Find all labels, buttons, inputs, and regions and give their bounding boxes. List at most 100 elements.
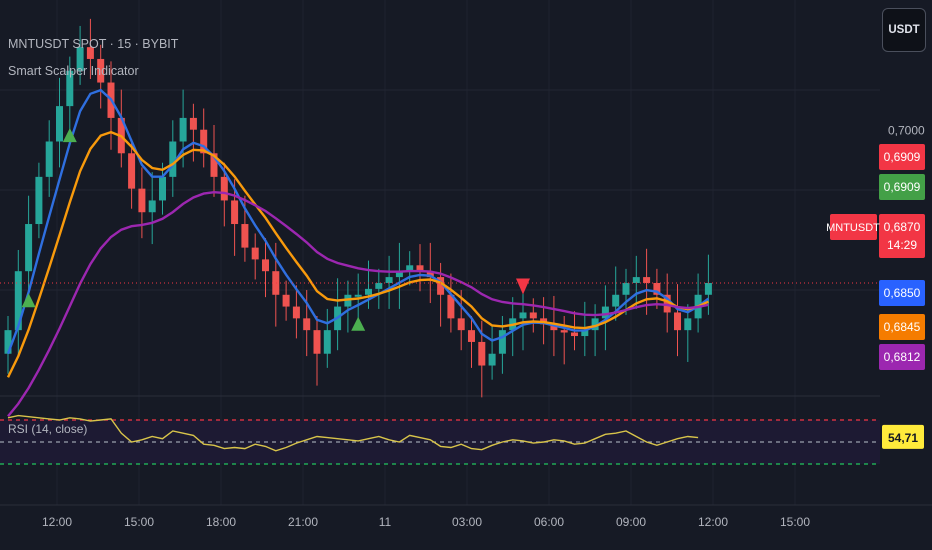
candle-body (653, 282, 661, 295)
candle-body (344, 294, 352, 307)
currency-button[interactable]: USDT (882, 8, 926, 52)
candle-body (519, 312, 527, 319)
price-badge (879, 214, 925, 258)
price-tick-label: 0,7000 (888, 124, 925, 138)
candle-body (663, 294, 671, 313)
price-badge (879, 280, 925, 306)
price-badge-value: 0,6850 (884, 286, 921, 300)
axes: 12:00 15:00 18:00 21:00 11 03:00 06:00 09:00 12:… (42, 124, 925, 529)
candle-body (478, 341, 486, 366)
time-tick-label: 03:00 (452, 515, 482, 529)
candle-body (612, 294, 620, 307)
candle-body (704, 282, 712, 295)
candle-body (468, 330, 475, 342)
candle-body (169, 141, 177, 177)
candle-body (560, 330, 568, 333)
candle-body (210, 153, 218, 177)
candle-body (148, 200, 156, 213)
candle-body (581, 330, 589, 337)
candle-body (179, 117, 187, 142)
ema-mid-line (6, 130, 709, 378)
indicator-label[interactable]: Smart Scalper Indicator (8, 64, 139, 78)
candle-body (385, 277, 393, 283)
time-tick-label: 21:00 (288, 515, 318, 529)
symbol-tag (830, 214, 877, 240)
price-scale-badges: 0,6909 0,6909 0,6870 14:29 MNTUSDT 0,6850 0,68… (826, 144, 925, 370)
candle-body (684, 318, 692, 331)
price-badge (879, 344, 925, 370)
candle-body (303, 318, 311, 331)
candle-body (437, 277, 445, 295)
candle-body (86, 47, 94, 59)
countdown-label: 14:29 (887, 238, 917, 252)
candle-body (159, 176, 166, 201)
candle-body (66, 70, 74, 107)
candle-body (4, 330, 12, 354)
candle-body (426, 271, 434, 278)
time-tick-label: 12:00 (698, 515, 728, 529)
candle-body (128, 153, 136, 189)
symbol-tag-label: MNTUSDT (826, 222, 880, 234)
buy-signal-icon (62, 128, 77, 143)
candle-body (498, 330, 506, 354)
candle-body (189, 117, 197, 130)
candle-body (272, 271, 280, 295)
candle-body (313, 330, 321, 354)
candle-body (76, 47, 84, 71)
candle-body (365, 288, 372, 295)
price-badge-value: 0,6845 (884, 320, 921, 334)
candle-body (488, 353, 496, 366)
candle-body (643, 277, 651, 283)
time-tick-label: 15:00 (780, 515, 810, 529)
candle-body (231, 200, 239, 225)
rsi-legend-label[interactable]: RSI (14, close) (8, 422, 88, 436)
candle-body (632, 277, 640, 283)
candle-body (56, 106, 63, 142)
candle-body (457, 318, 465, 331)
candle-body (550, 324, 558, 331)
buy-signal-icon (351, 316, 366, 331)
rsi-value-text: 54,71 (888, 431, 918, 445)
rsi-line (7, 414, 699, 452)
candle-body (292, 306, 300, 319)
price-badge-value: 0,6812 (884, 350, 921, 364)
candle-body (447, 294, 455, 319)
candle-body (529, 312, 537, 319)
candle-body (622, 282, 630, 295)
time-tick-label: 06:00 (534, 515, 564, 529)
symbol-title[interactable]: MNTUSDT SPOT · 15 · BYBIT (8, 37, 179, 51)
candle-body (35, 176, 43, 225)
candle-body (416, 265, 424, 272)
candle-body (591, 318, 599, 331)
time-tick-label: 18:00 (206, 515, 236, 529)
candle-body (220, 176, 228, 201)
rsi-pane: 54,71 (0, 414, 924, 465)
candle-body (45, 141, 53, 177)
candle-body (674, 312, 681, 331)
candle-body (375, 282, 383, 289)
candle-body (406, 265, 414, 272)
time-tick-label: 15:00 (124, 515, 154, 529)
candle-body (323, 330, 331, 354)
candle-body (200, 129, 208, 154)
price-badge-value: 0,6909 (884, 180, 921, 194)
rsi-value-badge (882, 424, 924, 449)
price-badge (879, 174, 925, 200)
time-tick-label: 11 (379, 515, 392, 529)
chart-series (0, 18, 880, 418)
candle-body (97, 58, 105, 83)
candle-body (241, 224, 249, 248)
candle-body (14, 271, 22, 331)
candle-body (282, 294, 290, 307)
candle-body (354, 294, 362, 297)
candle-body (571, 332, 578, 337)
candle-body (601, 306, 609, 319)
time-tick-label: 12:00 (42, 515, 72, 529)
ema-slow-line (7, 190, 709, 418)
buy-signal-icon (21, 293, 36, 308)
sell-signal-icon (516, 278, 530, 295)
candle-body (25, 224, 33, 272)
